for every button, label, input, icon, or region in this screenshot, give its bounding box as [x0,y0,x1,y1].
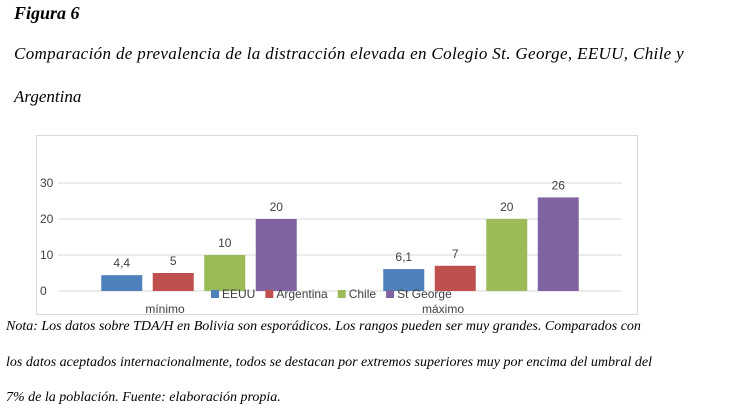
chart-frame: 0 10 20 30 4,4 5 10 20 mínimo 6,1 7 20 26 máximo EEUU A… [36,135,638,315]
y-tick-label: 30 [40,176,54,190]
figure-label: Figura 6 [14,3,80,23]
figure-title-line-1: Comparación de prevalencia de la distrac… [14,44,685,63]
bar-chile [486,219,528,291]
x-category-label: máximo [422,302,464,314]
data-label: 6,1 [395,250,412,264]
legend-label: EEUU [222,287,255,301]
data-label: 20 [500,200,514,214]
legend-swatch [386,290,395,298]
y-tick-label: 10 [40,248,54,262]
data-label: 26 [552,178,566,192]
y-tick-label: 20 [40,212,54,226]
data-label: 10 [218,236,232,250]
x-category-label: mínimo [145,302,185,314]
data-label: 7 [452,247,459,261]
bar-argentina [434,265,476,291]
legend-swatch [211,290,219,298]
y-tick-label: 0 [40,284,47,298]
data-label: 5 [170,254,177,268]
bar-argentina [152,273,194,291]
figure-note-line-2: los datos aceptados internacionalmente, … [6,355,652,370]
data-label: 4,4 [113,256,130,270]
bar-eeuu [383,269,425,291]
legend-swatch [265,290,274,298]
data-label: 20 [270,200,284,214]
figure-note-line-3: 7% de la población. Fuente: elaboración … [6,390,281,405]
bar-st-george [255,219,297,291]
legend-label: Chile [349,287,377,301]
legend-label: St George [397,287,452,301]
bar-chart: 0 10 20 30 4,4 5 10 20 mínimo 6,1 7 20 26 máximo EEUU A… [40,176,622,314]
legend-label: Argentina [276,287,328,301]
legend-swatch [337,290,346,298]
figure-note-line-1: Nota: Los datos sobre TDA/H en Bolivia s… [6,319,641,334]
bar-eeuu [101,275,143,291]
figure-title-line-2: Argentina [14,87,82,106]
bar-chile [204,255,246,291]
bar-st-george [537,197,579,291]
